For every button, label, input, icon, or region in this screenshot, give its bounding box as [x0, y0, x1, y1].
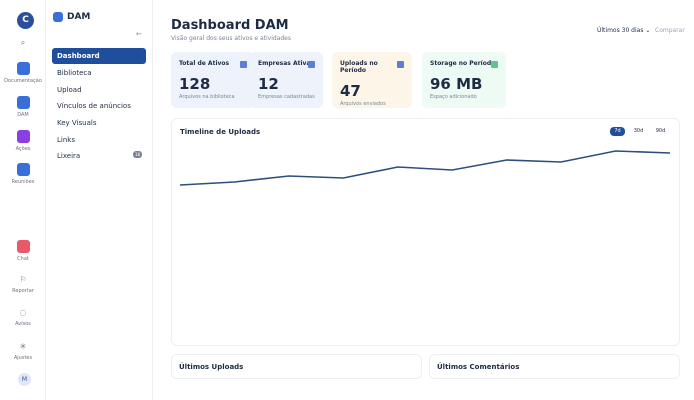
- rail-label: Ajustes: [13, 355, 33, 361]
- line: [179, 150, 671, 186]
- card-label: Empresas Ativas: [258, 60, 315, 67]
- panel-title: Últimos Comentários: [437, 363, 520, 371]
- nav-item[interactable]: Vínculos de anúncios: [57, 102, 131, 110]
- nav-item[interactable]: Biblioteca: [57, 69, 92, 77]
- collapse-button[interactable]: ←: [136, 30, 142, 38]
- sidebar: DAM ←: [46, 0, 153, 400]
- nav-item[interactable]: Key Visuals: [57, 119, 97, 127]
- range-text: Últimos 30 dias: [597, 27, 644, 34]
- card-value: 128: [179, 75, 211, 93]
- panel-title: Últimos Uploads: [179, 363, 244, 371]
- card-note: Arquivos enviados: [340, 101, 386, 107]
- rail-label: Reuniões: [11, 179, 35, 185]
- card-note: Arquivos na biblioteca: [179, 94, 235, 100]
- search-icon[interactable]: ⌕: [20, 38, 26, 47]
- stat-card: Total de Ativos 128 Arquivos na biblioteca: [171, 52, 255, 108]
- chart-panel: [171, 118, 680, 346]
- nav-item[interactable]: Upload: [57, 86, 82, 94]
- rail-label: Ações: [15, 146, 31, 152]
- icon-rail: C ⌕ Documentação DAM Ações Reuniões Chat…: [0, 0, 46, 400]
- nav-item[interactable]: Lixeira: [57, 152, 81, 160]
- rail-label: Chat: [17, 256, 29, 262]
- compare-button[interactable]: Comparar: [655, 27, 685, 34]
- rail-item[interactable]: Chat: [0, 240, 46, 262]
- card-note: Empresas cadastradas: [258, 94, 315, 100]
- stat-card: Storage no Período 96 MB Espaço adicionado: [422, 52, 506, 108]
- nav-item[interactable]: Dashboard: [52, 48, 146, 64]
- rail-item[interactable]: Documentação: [0, 62, 46, 84]
- rail-label: Documentação: [4, 78, 42, 84]
- rail-item[interactable]: ✳ Ajustes: [13, 342, 33, 361]
- avatar[interactable]: C: [17, 12, 34, 29]
- range-tab[interactable]: 30d: [633, 128, 644, 134]
- stat-card: Uploads no Período 47 Arquivos enviados: [332, 52, 412, 108]
- page-title: Dashboard DAM: [171, 18, 289, 33]
- rail-item[interactable]: Ações: [0, 130, 46, 152]
- card-value: 96 MB: [430, 75, 483, 93]
- brand-icon: [53, 12, 63, 22]
- nav-item[interactable]: Links: [57, 136, 75, 144]
- stat-card: Empresas Ativas 12 Empresas cadastradas: [250, 52, 323, 108]
- range-tab[interactable]: 7d: [610, 127, 625, 136]
- rail-label: DAM: [17, 112, 29, 118]
- card-note: Espaço adicionado: [430, 94, 477, 100]
- range-tab[interactable]: 90d: [655, 128, 666, 134]
- rail-item[interactable]: ⚐ Reportar: [12, 275, 34, 294]
- rail-label: Avisos: [15, 321, 31, 327]
- panel: Últimos Comentários: [429, 354, 680, 379]
- card-label: Uploads no Período: [340, 60, 378, 74]
- badge: 18: [133, 151, 142, 158]
- brand: DAM: [67, 12, 91, 22]
- rail-item[interactable]: Reuniões: [0, 163, 46, 185]
- range-select[interactable]: Últimos 30 dias ⌄: [597, 27, 651, 34]
- rail-label: Reportar: [12, 288, 34, 294]
- panel: Últimos Uploads: [171, 354, 422, 379]
- rail-item[interactable]: DAM: [0, 96, 46, 118]
- card-value: 12: [258, 75, 279, 93]
- card-label: Storage no Período: [430, 60, 496, 67]
- chart-title: Timeline de Uploads: [180, 128, 261, 136]
- rail-item[interactable]: ◌ Avisos: [15, 308, 31, 327]
- page-subtitle: Visão geral dos seus ativos e atividades: [171, 35, 291, 42]
- card-label: Total de Ativos: [179, 60, 230, 67]
- user-avatar[interactable]: M: [18, 373, 31, 386]
- card-value: 47: [340, 82, 361, 100]
